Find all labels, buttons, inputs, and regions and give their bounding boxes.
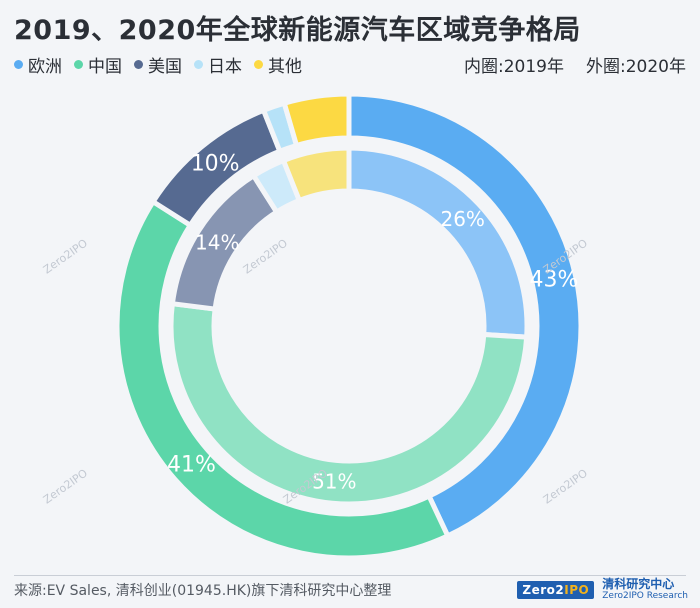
chart-title: 2019、2020年全球新能源汽车区域竞争格局 <box>14 15 581 46</box>
source-note: 来源:EV Sales, 清科创业(01945.HK)旗下清科研究中心整理 <box>14 583 392 599</box>
inner-slice-china <box>168 301 530 507</box>
legend-label-other: 其他 <box>268 57 302 77</box>
inner-ring-2019 <box>168 145 530 507</box>
outer-ring-2020 <box>114 91 584 561</box>
legend-item-china: 中国 <box>74 52 122 77</box>
outer-slice-other <box>281 91 352 148</box>
brand-text: 清科研究中心 Zero2IPO Research <box>602 578 688 602</box>
inner-label-europe: 26% <box>440 207 484 231</box>
data-labels: 26% 51% 14% 43% 41% 10% <box>167 152 578 494</box>
inner-label-usa: 14% <box>195 230 239 254</box>
legend: 欧洲 中国 美国 日本 其他 <box>14 52 302 77</box>
ring-note: 内圈:2019年 外圈:2020年 <box>464 52 686 77</box>
brand-logo-main: Zero2 <box>522 583 565 597</box>
brand: Zero2IPO 清科研究中心 Zero2IPO Research <box>517 578 688 602</box>
inner-label-china: 51% <box>312 469 356 493</box>
legend-marker-usa <box>134 60 143 69</box>
donut-chart: 26% 51% 14% 43% 41% 10% <box>114 91 584 561</box>
brand-logo: Zero2IPO <box>517 581 595 599</box>
outer-label-europe: 43% <box>529 268 578 293</box>
legend-label-usa: 美国 <box>148 57 182 77</box>
outer-label-usa: 10% <box>191 152 240 177</box>
legend-label-china: 中国 <box>88 57 122 77</box>
outer-slice-europe <box>346 91 584 539</box>
brand-logo-ipo: IPO <box>564 583 590 597</box>
legend-label-japan: 日本 <box>208 57 242 77</box>
legend-item-japan: 日本 <box>194 52 242 77</box>
legend-item-europe: 欧洲 <box>14 52 62 77</box>
outer-ring-note: 外圈:2020年 <box>586 57 686 77</box>
legend-marker-europe <box>14 60 23 69</box>
brand-name-en: Zero2IPO Research <box>602 591 688 601</box>
legend-label-europe: 欧洲 <box>28 57 62 77</box>
brand-name: 清科研究中心 <box>602 577 675 591</box>
legend-marker-china <box>74 60 83 69</box>
inner-ring-note: 内圈:2019年 <box>464 57 564 77</box>
inner-slice-other <box>280 145 352 203</box>
legend-item-other: 其他 <box>254 52 302 77</box>
legend-item-usa: 美国 <box>134 52 182 77</box>
outer-slice-china <box>114 199 451 561</box>
outer-label-china: 41% <box>167 452 216 477</box>
legend-marker-japan <box>194 60 203 69</box>
legend-marker-other <box>254 60 263 69</box>
footer-divider <box>14 575 686 576</box>
